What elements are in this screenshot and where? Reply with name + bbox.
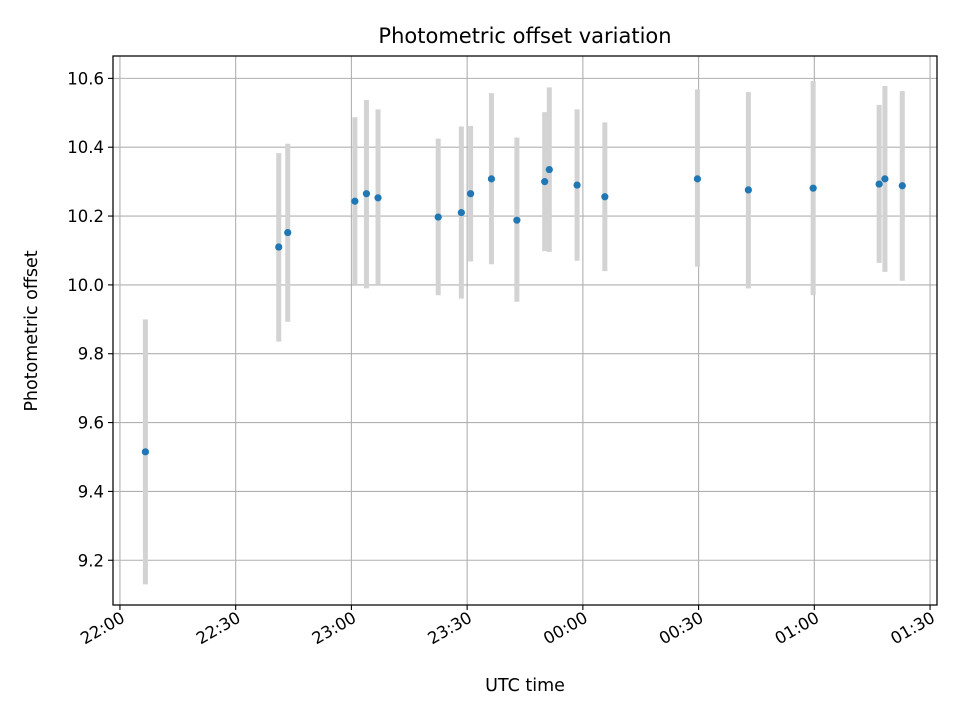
y-tick-label: 10.0: [67, 276, 104, 295]
data-points: [141, 165, 906, 456]
y-tick-label: 9.8: [78, 345, 104, 364]
data-point: [541, 178, 549, 186]
y-tick-label: 9.4: [78, 482, 104, 501]
y-tick-label: 10.4: [67, 138, 104, 157]
y-axis-label: Photometric offset: [22, 250, 42, 411]
data-point: [545, 165, 553, 174]
data-point: [573, 181, 581, 189]
data-point: [881, 175, 889, 183]
y-tick-label: 10.6: [67, 69, 104, 88]
data-point: [275, 243, 283, 251]
plot-frame: [112, 55, 938, 606]
data-point: [284, 228, 292, 237]
chart-title: Photometric offset variation: [378, 24, 671, 48]
data-point: [875, 180, 883, 188]
data-point: [487, 175, 496, 183]
data-point: [457, 209, 465, 217]
data-point: [374, 194, 382, 202]
data-point: [141, 448, 150, 456]
data-point: [351, 197, 359, 205]
x-axis-label: UTC time: [485, 676, 565, 696]
y-tick-label: 9.6: [78, 414, 104, 433]
y-tick-label: 10.2: [67, 207, 104, 226]
grid: [113, 56, 937, 605]
data-point: [513, 216, 521, 224]
y-tick-label: 9.2: [78, 551, 104, 570]
data-point: [744, 186, 752, 194]
data-point: [809, 184, 817, 192]
data-point: [898, 182, 906, 190]
data-point: [362, 190, 371, 198]
data-point: [693, 175, 702, 183]
data-point: [434, 213, 442, 221]
data-point: [601, 193, 609, 201]
data-point: [467, 190, 475, 198]
